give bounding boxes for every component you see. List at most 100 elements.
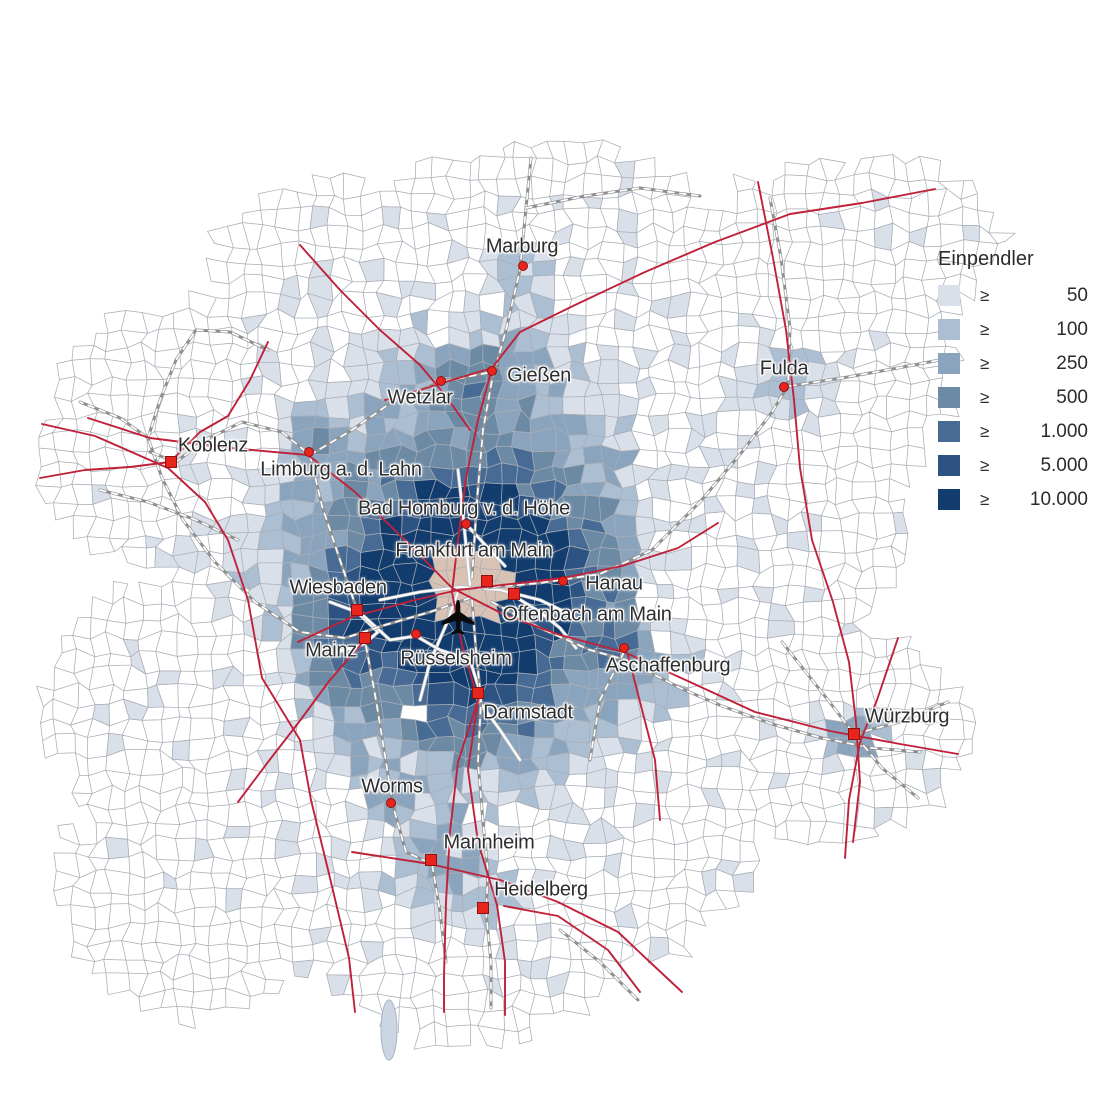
railway-dashes [491, 601, 921, 753]
motorway [503, 905, 641, 993]
city-label-frankfurt: Frankfurt am Main [395, 539, 553, 562]
local-road [418, 590, 460, 702]
legend-row-50: ≥50 [938, 285, 1088, 306]
geq-symbol: ≥ [980, 489, 990, 509]
city-marker-offenbach [508, 588, 520, 600]
railway-dashes [525, 187, 701, 209]
motorway [844, 637, 899, 859]
city-marker-fulda [779, 382, 789, 392]
railway-dashes [365, 645, 447, 963]
municipality-mesh [34, 139, 1017, 1050]
city-label-heidelberg: Heidelberg [494, 878, 588, 901]
railway-dashes [471, 599, 492, 1009]
city-marker-frankfurt [481, 575, 493, 587]
legend-value: 5.000 [1040, 454, 1088, 476]
city-marker-marburg [518, 261, 528, 271]
legend-row-500: ≥500 [938, 387, 1088, 408]
local-road [476, 698, 522, 762]
motorway [384, 367, 493, 401]
lake [380, 999, 398, 1061]
airport-airplane-icon [438, 598, 478, 643]
legend-value: 100 [1056, 318, 1088, 340]
city-marker-ruesselsheim [411, 629, 421, 639]
city-marker-darmstadt [472, 687, 484, 699]
legend-value: 500 [1056, 386, 1088, 408]
city-marker-heidelberg [477, 902, 489, 914]
motorway [627, 654, 661, 821]
local-road [378, 585, 567, 614]
legend-swatch [938, 387, 960, 408]
city-marker-aschaffenburg [619, 643, 629, 653]
legend-rows: ≥50 ≥100 ≥250 ≥500 ≥1.000 ≥5.000 ≥10.000 [938, 285, 1088, 510]
geq-symbol: ≥ [980, 353, 990, 373]
motorway [443, 699, 479, 1013]
motorway [299, 244, 471, 431]
railway-dashes [853, 701, 949, 735]
legend-row-1000: ≥1.000 [938, 421, 1088, 442]
city-marker-mannheim [425, 854, 437, 866]
city-label-worms: Worms [361, 775, 423, 798]
legend-value: 250 [1056, 352, 1088, 374]
legend-value: 1.000 [1040, 420, 1088, 442]
legend-row-100: ≥100 [938, 319, 1088, 340]
city-label-mannheim: Mannheim [443, 831, 535, 854]
legend-row-5000: ≥5.000 [938, 455, 1088, 476]
legend-swatch [938, 421, 960, 442]
city-marker-wiesbaden [351, 604, 363, 616]
geq-symbol: ≥ [980, 285, 990, 305]
geq-symbol: ≥ [980, 421, 990, 441]
city-marker-hanau [558, 576, 568, 586]
city-label-mainz: Mainz [305, 639, 357, 662]
motorway [491, 188, 936, 369]
city-marker-mainz [359, 632, 371, 644]
city-label-bad-homburg: Bad Homburg v. d. Höhe [357, 497, 571, 520]
legend-row-10000: ≥10.000 [938, 489, 1088, 510]
railway-dashes [481, 197, 791, 589]
city-label-ruesselsheim: Rüsselsheim [400, 647, 512, 670]
city-marker-worms [386, 798, 396, 808]
local-road [328, 600, 380, 654]
railway-dashes [149, 421, 358, 611]
city-marker-koblenz [165, 456, 177, 468]
legend-swatch [938, 319, 960, 340]
airplane-glyph [441, 600, 475, 635]
motorway [237, 641, 364, 803]
city-label-limburg: Limburg a. d. Lahn [260, 458, 422, 481]
city-label-koblenz: Koblenz [177, 434, 249, 457]
motorway [41, 423, 356, 1013]
railway-dashes [147, 329, 269, 439]
legend-swatch [938, 455, 960, 476]
legend-swatch [938, 285, 960, 306]
local-road [355, 608, 482, 694]
city-label-aschaffenburg: Aschaffenburg [605, 654, 731, 677]
railway-lines [78, 156, 952, 1010]
city-label-offenbach: Offenbach am Main [502, 603, 672, 626]
lake-shape [380, 999, 398, 1061]
city-marker-wetzlar [436, 376, 446, 386]
railway-dashes [79, 401, 471, 639]
geq-symbol: ≥ [980, 319, 990, 339]
railway-dashes [559, 929, 639, 1001]
motorway [297, 522, 719, 643]
motorway [451, 367, 506, 1016]
city-marker-wuerzburg [848, 728, 860, 740]
city-label-darmstadt: Darmstadt [483, 701, 573, 724]
legend: Einpendler ≥50 ≥100 ≥250 ≥500 ≥1.000 ≥5.000 ≥1… [938, 248, 1088, 523]
legend-row-250: ≥250 [938, 353, 1088, 374]
railway-dashes [789, 357, 951, 387]
legend-swatch [938, 489, 960, 510]
motorway [87, 417, 959, 755]
city-label-giessen: Gießen [507, 364, 571, 387]
city-label-fulda: Fulda [759, 357, 809, 380]
motorway-lines [39, 181, 959, 1016]
motorway [39, 341, 269, 479]
legend-swatch [938, 353, 960, 374]
railway-dashes [99, 489, 239, 541]
railway-dashes [781, 641, 919, 799]
local-road [464, 522, 507, 568]
geq-symbol: ≥ [980, 455, 990, 475]
city-label-wiesbaden: Wiesbaden [289, 576, 387, 599]
railway-dashes [589, 651, 625, 761]
